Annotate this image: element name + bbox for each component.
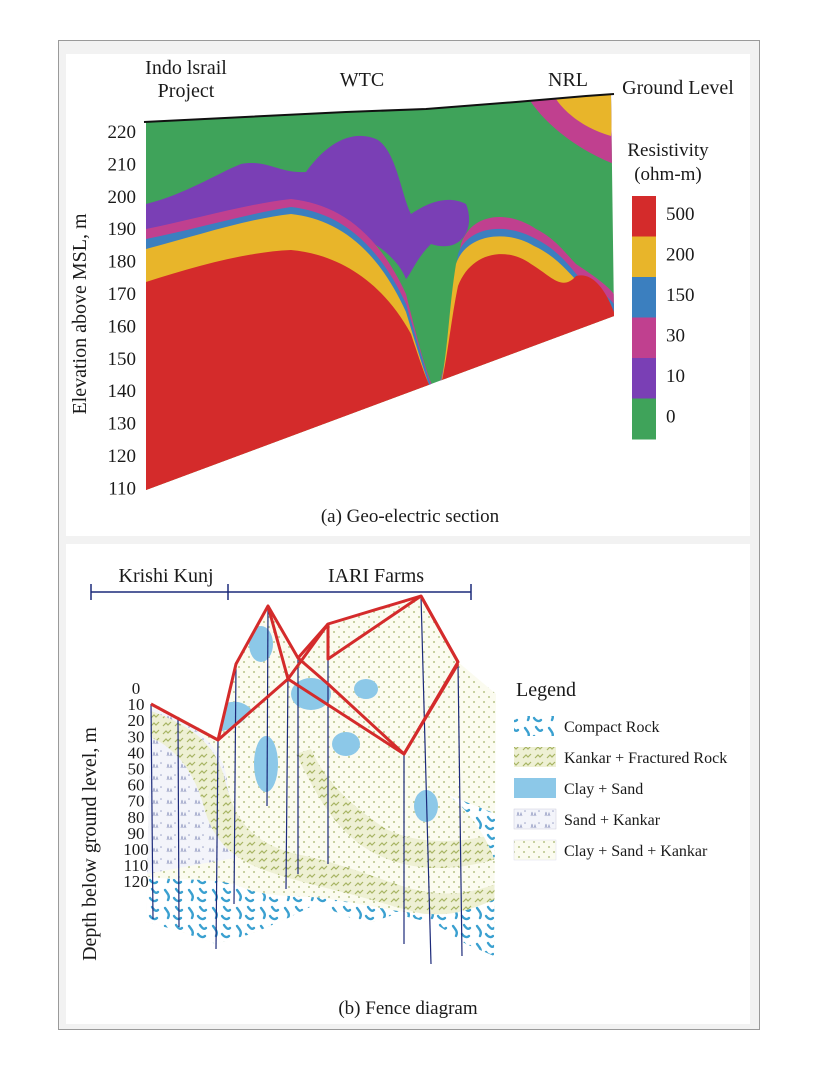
label-indo-israil: Indo lsrail	[145, 57, 227, 79]
legend-swatch	[632, 236, 656, 278]
y-tick-label: 160	[108, 316, 137, 337]
zone-kankar-band-2	[296, 749, 496, 869]
legend-title: Legend	[516, 679, 576, 701]
legend-value-label: 200	[666, 245, 695, 266]
legend-value-label: 10	[666, 366, 685, 387]
y-tick-label: 150	[108, 349, 137, 370]
legend-item-compact-rock: Compact Rock	[564, 719, 660, 736]
borehole-10	[457, 663, 463, 957]
compact-rock-swatch	[514, 716, 556, 736]
label-nrl: NRL	[548, 69, 588, 91]
depth-tick-label: 120	[123, 872, 149, 891]
geo-electric-panel: Indo lsrail Project WTC NRL Ground Level…	[66, 54, 750, 536]
fence-lithology	[146, 596, 496, 956]
y-axis-ticks-elevation: 220 210 200 190 180 170 160 150 140 130 120 110	[108, 122, 137, 499]
legend-value-label: 500	[666, 204, 695, 225]
legend-swatch	[632, 196, 656, 237]
clay-sand-lens-1	[254, 736, 278, 792]
depth-tick-label: 30	[128, 727, 145, 746]
borehole-lines	[150, 595, 463, 965]
depth-tick-label: 20	[128, 711, 145, 730]
label-wtc: WTC	[340, 69, 384, 91]
header-krishi-kunj: Krishi Kunj	[119, 565, 214, 587]
y-tick-label: 220	[108, 122, 137, 143]
clay-sand-kankar-swatch	[513, 839, 557, 861]
sand-kankar-swatch	[513, 808, 557, 830]
y-axis-title-elevation: Elevation above MSL, m	[69, 213, 91, 415]
resistivity-section	[146, 94, 614, 490]
borehole-3	[215, 739, 219, 950]
borehole-6	[285, 673, 289, 890]
fence-top-outline	[150, 594, 460, 756]
depth-tick-label: 10	[128, 695, 145, 714]
y-tick-label: 180	[108, 252, 137, 273]
y-tick-label: 170	[108, 284, 137, 305]
clay-sand-swatch	[514, 778, 556, 798]
depth-tick-label: 0	[132, 679, 141, 698]
caption-fence: (b) Fence diagram	[338, 998, 477, 1019]
legend-item-clay-sand: Clay + Sand	[564, 781, 643, 798]
fence-edge-3	[217, 594, 460, 756]
zone-compact-rock-right	[446, 794, 496, 864]
legend-swatch	[632, 277, 656, 318]
legend-title-resistivity: Resistivity	[627, 140, 709, 161]
lithology-legend: Compact Rock Kankar + Fractured Rock Cla…	[513, 716, 727, 861]
y-tick-label: 140	[108, 381, 137, 402]
legend-value-label: 30	[666, 326, 685, 347]
clay-sand-lens-2	[332, 732, 360, 756]
legend-item-clay-sand-kankar: Clay + Sand + Kankar	[564, 843, 708, 860]
clay-sand-lens-6	[249, 626, 273, 662]
kankar-swatch	[514, 747, 556, 767]
depth-tick-label: 40	[128, 743, 145, 762]
legend-swatch	[632, 358, 656, 399]
ground-level-line	[143, 93, 615, 123]
depth-tick-label: 80	[128, 808, 145, 827]
y-tick-label: 210	[108, 154, 137, 175]
y-tick-label: 190	[108, 219, 137, 240]
borehole-5	[266, 605, 269, 807]
y-tick-label: 200	[108, 187, 137, 208]
label-project: Project	[158, 80, 215, 102]
y-tick-label: 110	[108, 478, 136, 499]
fence-panel: Krishi Kunj IARI Farms	[66, 544, 750, 1024]
y-axis-title-depth: Depth below ground level, m	[79, 727, 101, 961]
legend-item-sand-kankar: Sand + Kankar	[564, 812, 661, 829]
geo-electric-figure: Indo lsrail Project WTC NRL Ground Level…	[69, 57, 734, 527]
borehole-1	[150, 703, 154, 920]
legend-title-unit: (ohm-m)	[634, 164, 702, 185]
header-iari-farms: IARI Farms	[328, 565, 424, 587]
legend-value-label: 0	[666, 407, 676, 428]
fence-figure: Krishi Kunj IARI Farms	[79, 565, 727, 1019]
zone-kankar-fractured-rock	[146, 709, 496, 919]
legend-swatch	[632, 317, 656, 359]
legend-item-kankar: Kankar + Fractured Rock	[564, 750, 727, 767]
layer-yellow-right	[554, 94, 614, 136]
depth-tick-label: 50	[128, 760, 145, 779]
caption-geo-electric: (a) Geo-electric section	[321, 506, 500, 527]
resistivity-legend: 500 200 150 30 10 0	[632, 196, 695, 440]
y-tick-label: 120	[108, 446, 137, 467]
clay-sand-lens-3	[414, 790, 438, 822]
label-ground-level: Ground Level	[622, 77, 734, 99]
borehole-9	[420, 595, 432, 965]
legend-value-label: 150	[666, 285, 695, 306]
depth-tick-label: 90	[128, 824, 145, 843]
y-tick-label: 130	[108, 414, 137, 435]
borehole-2	[177, 718, 180, 928]
clay-sand-lens-4	[354, 679, 378, 699]
legend-swatch	[632, 398, 656, 440]
depth-tick-label: 70	[128, 792, 145, 811]
depth-tick-label: 100	[123, 840, 149, 859]
borehole-4	[233, 661, 237, 905]
depth-tick-label: 110	[124, 856, 149, 875]
depth-tick-label: 60	[128, 776, 145, 795]
